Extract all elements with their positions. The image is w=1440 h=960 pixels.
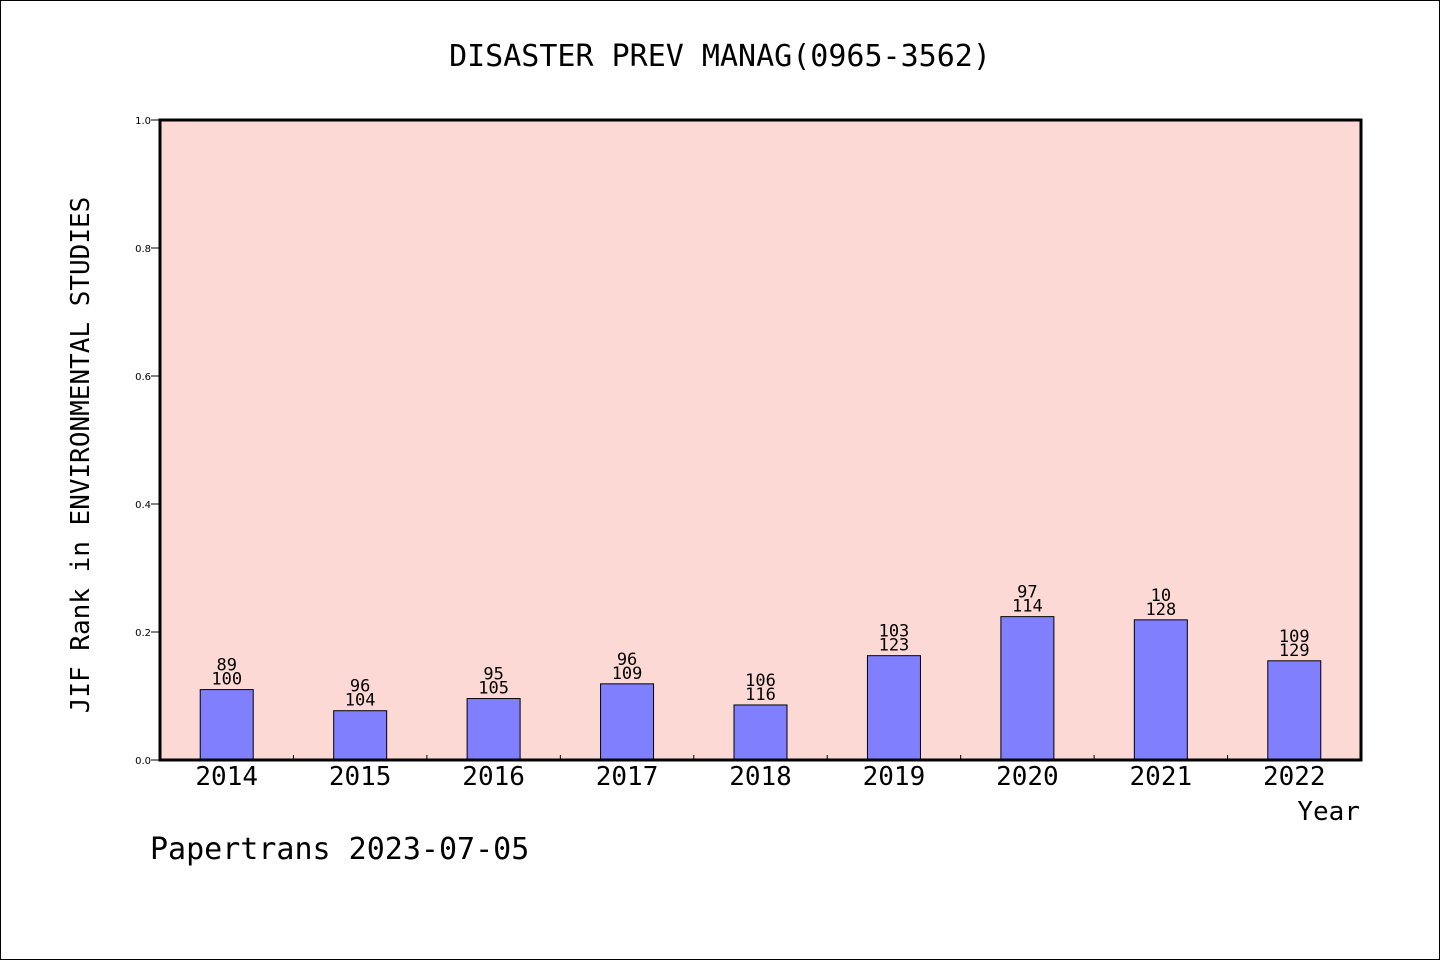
x-axis: 2014 2015 2016 2017 2018 2019 2020 2021 2022 [195,755,1326,792]
x-tick-label: 2016 [462,762,525,792]
x-tick-label: 2014 [195,762,258,792]
y-tick-label: 0.0 [135,756,151,767]
bar-total-label: 116 [745,685,776,705]
x-tick-label: 2019 [863,762,926,792]
chart-title: DISASTER PREV MANAG(0965-3562) [449,39,991,74]
bar-rank-label: 95 [483,665,503,685]
bar-total-label: 104 [345,691,376,711]
x-tick-label: 2017 [596,762,659,792]
y-tick-label: 0.8 [135,244,151,255]
bars-group [199,616,1322,761]
bar-total-label: 109 [612,664,643,684]
x-axis-label: Year [1297,797,1360,827]
bar-2014 [199,689,254,761]
bar-total-label: 129 [1279,641,1310,661]
x-tick-label: 2020 [996,762,1059,792]
y-axis: 0.0 0.2 0.4 0.6 0.8 1.0 [135,116,160,767]
x-tick-label: 2015 [329,762,392,792]
x-tick-label: 2022 [1263,762,1326,792]
bar-total-label: 105 [478,679,509,699]
bar-rank-label: 10 [1151,586,1171,606]
x-tick-label: 2018 [729,762,792,792]
y-tick-label: 0.2 [135,628,151,639]
y-tick-label: 0.6 [135,372,151,383]
bar-2019 [866,655,921,761]
bar-2022 [1267,660,1322,761]
y-tick-label: 1.0 [135,116,151,127]
y-axis-label: JIF Rank in ENVIRONMENTAL STUDIES [66,197,96,714]
bar-2020 [1000,616,1055,761]
bar-rank-label: 103 [879,622,910,642]
bar-2017 [600,683,655,761]
bar-total-label: 128 [1145,600,1176,620]
bar-rank-label: 97 [1017,583,1037,603]
bar-2018 [733,704,788,761]
y-tick-label: 0.4 [135,500,151,511]
bar-rank-label: 96 [617,650,637,670]
bar-2015 [333,710,388,761]
bar-2016 [466,698,521,761]
bar-rank-label: 89 [216,656,236,676]
x-tick-label: 2021 [1130,762,1193,792]
bar-2021 [1133,619,1188,761]
bar-total-label: 114 [1012,597,1043,617]
footer-credit: Papertrans 2023-07-05 [150,832,530,867]
plot-border [158,118,1363,762]
bar-rank-label: 106 [745,671,776,691]
bar-total-label: 100 [211,670,242,690]
bar-total-label: 123 [879,636,910,656]
bar-rank-label: 96 [350,677,370,697]
bar-rank-label: 109 [1279,627,1310,647]
